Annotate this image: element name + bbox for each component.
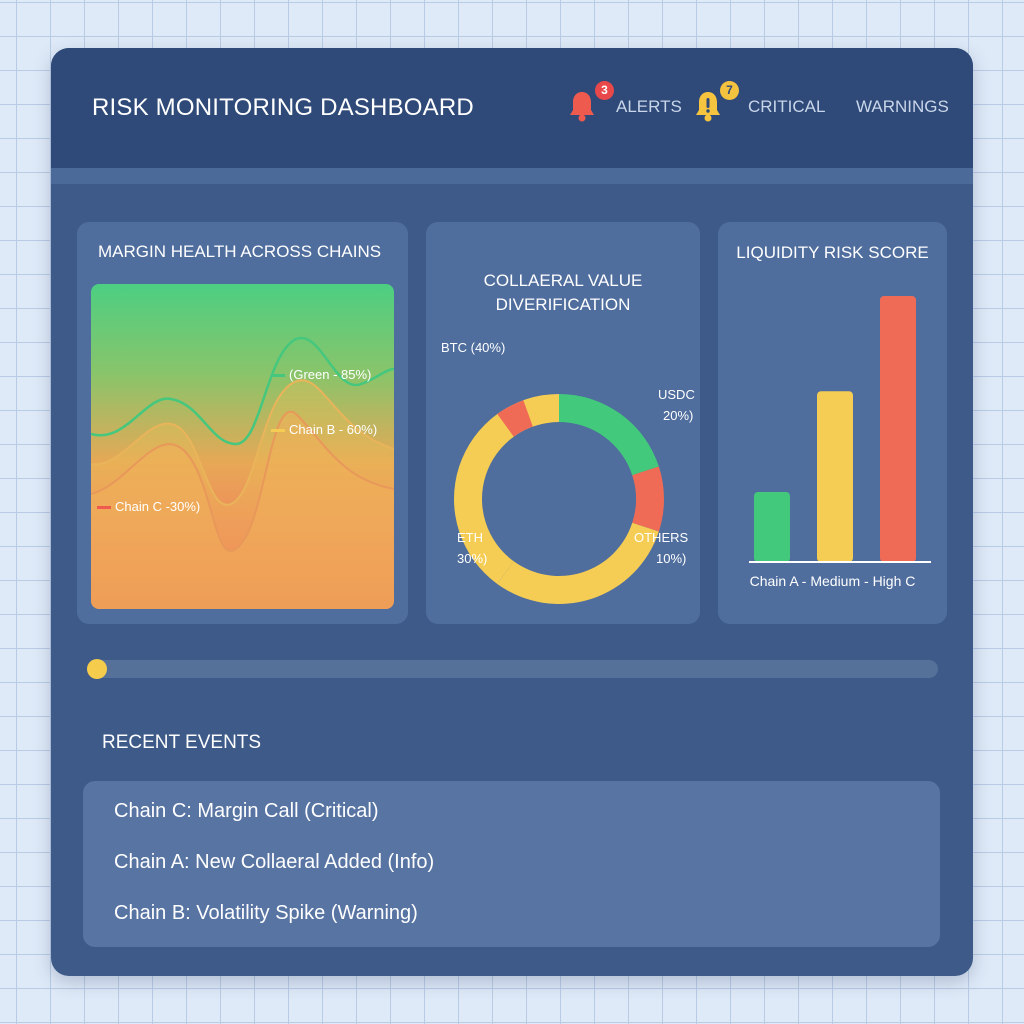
green-line [91, 336, 394, 446]
alerts-button[interactable]: 3 ALERTS [567, 78, 682, 128]
dashboard-window: RISK MONITORING DASHBOARD 3 ALERTS 7 CRI… [51, 48, 973, 976]
chain-b-area [91, 380, 394, 609]
alerts-label: ALERTS [616, 97, 682, 116]
critical-label: CRITICAL [748, 97, 826, 116]
margin-health-title: MARGIN HEALTH ACROSS CHAINS [98, 242, 382, 261]
collateral-donut [454, 394, 664, 604]
alerts-count-badge: 3 [595, 81, 614, 100]
liquidity-axis-label: Chain A - Medium - High C [749, 573, 916, 589]
btc-accent-slice [497, 400, 533, 437]
collateral-title-line1: COLLAERAL VALUE [483, 271, 643, 290]
green-series-label: (Green - 85%) [271, 367, 371, 382]
usdc-label: USDC [658, 387, 695, 402]
timeline-slider-thumb[interactable] [87, 659, 107, 679]
event-item[interactable]: Chain B: Volatility Spike (Warning) [114, 902, 418, 924]
liquidity-bar-chart [749, 296, 931, 563]
critical-count-badge: 7 [720, 81, 739, 100]
chain-c-line [91, 410, 394, 552]
usdc-value-label: 20%) [663, 408, 694, 423]
eth-slice [497, 522, 659, 604]
chain-b-series-label: Chain B - 60%) [271, 422, 377, 437]
liquidity-panel: LIQUIDITY RISK SCORE Chain A - Medium - … [718, 222, 947, 624]
btc-slice [454, 394, 559, 584]
margin-health-chart: (Green - 85%) Chain B - 60%) Chain C -30… [91, 284, 394, 609]
event-item[interactable]: Chain A: New Collaeral Added (Info) [114, 851, 435, 873]
timeline-slider[interactable] [87, 660, 938, 678]
chain-c-series-label: Chain C -30%) [97, 499, 200, 514]
recent-events-title: RECENT EVENTS [102, 732, 262, 753]
bell-icon [570, 92, 594, 122]
event-item[interactable]: Chain C: Margin Call (Critical) [114, 800, 379, 822]
eth-value-label: 30%) [457, 551, 488, 566]
bar-medium [817, 391, 853, 562]
header-divider [51, 168, 973, 184]
warning-bell-icon [696, 92, 720, 122]
warnings-button[interactable]: WARNINGS [856, 97, 949, 116]
others-label: OTHERS [634, 530, 689, 545]
critical-button[interactable]: 7 CRITICAL [692, 78, 827, 128]
collateral-panel: COLLAERAL VALUE DIVERIFICATION BTC (40%)… [426, 222, 700, 624]
liquidity-title: LIQUIDITY RISK SCORE [736, 243, 929, 262]
header-bar: RISK MONITORING DASHBOARD 3 ALERTS 7 CRI… [51, 48, 973, 168]
chain-b-line [91, 379, 394, 506]
btc-label: BTC (40%) [441, 340, 506, 355]
bar-chain-a [754, 492, 790, 562]
collateral-title-line2: DIVERIFICATION [495, 295, 631, 314]
page-title: RISK MONITORING DASHBOARD [92, 94, 474, 121]
others-slice [632, 466, 664, 532]
usdc-slice [559, 394, 659, 476]
bar-high-c [880, 296, 916, 562]
chain-c-area [91, 411, 394, 609]
eth-label: ETH [457, 530, 483, 545]
others-value-label: 10%) [656, 551, 687, 566]
btc-accent-slice [523, 394, 550, 427]
recent-events-list: Chain C: Margin Call (Critical) Chain A:… [83, 781, 940, 947]
